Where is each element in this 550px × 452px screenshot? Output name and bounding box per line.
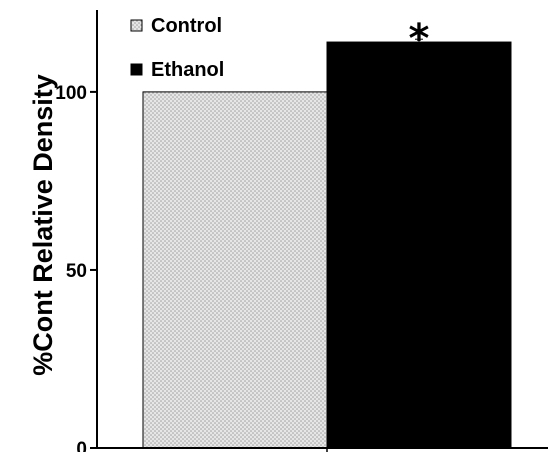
y-axis-label: %Cont Relative Density <box>28 74 58 376</box>
y-tick-label-100: 100 <box>55 83 87 104</box>
significance-asterisk: * <box>409 16 430 62</box>
bar-control <box>142 91 328 449</box>
y-tick-label-0: 0 <box>76 439 87 452</box>
y-tick-label-50: 50 <box>66 261 87 282</box>
legend-label-ethanol: Ethanol <box>151 59 224 81</box>
legend-swatch-control <box>130 19 143 32</box>
legend-swatch-ethanol <box>130 63 143 76</box>
plot-area: 0 50 100 Control Ethanol * <box>55 10 548 452</box>
legend-label-control: Control <box>151 15 222 37</box>
bar-ethanol <box>326 41 512 449</box>
